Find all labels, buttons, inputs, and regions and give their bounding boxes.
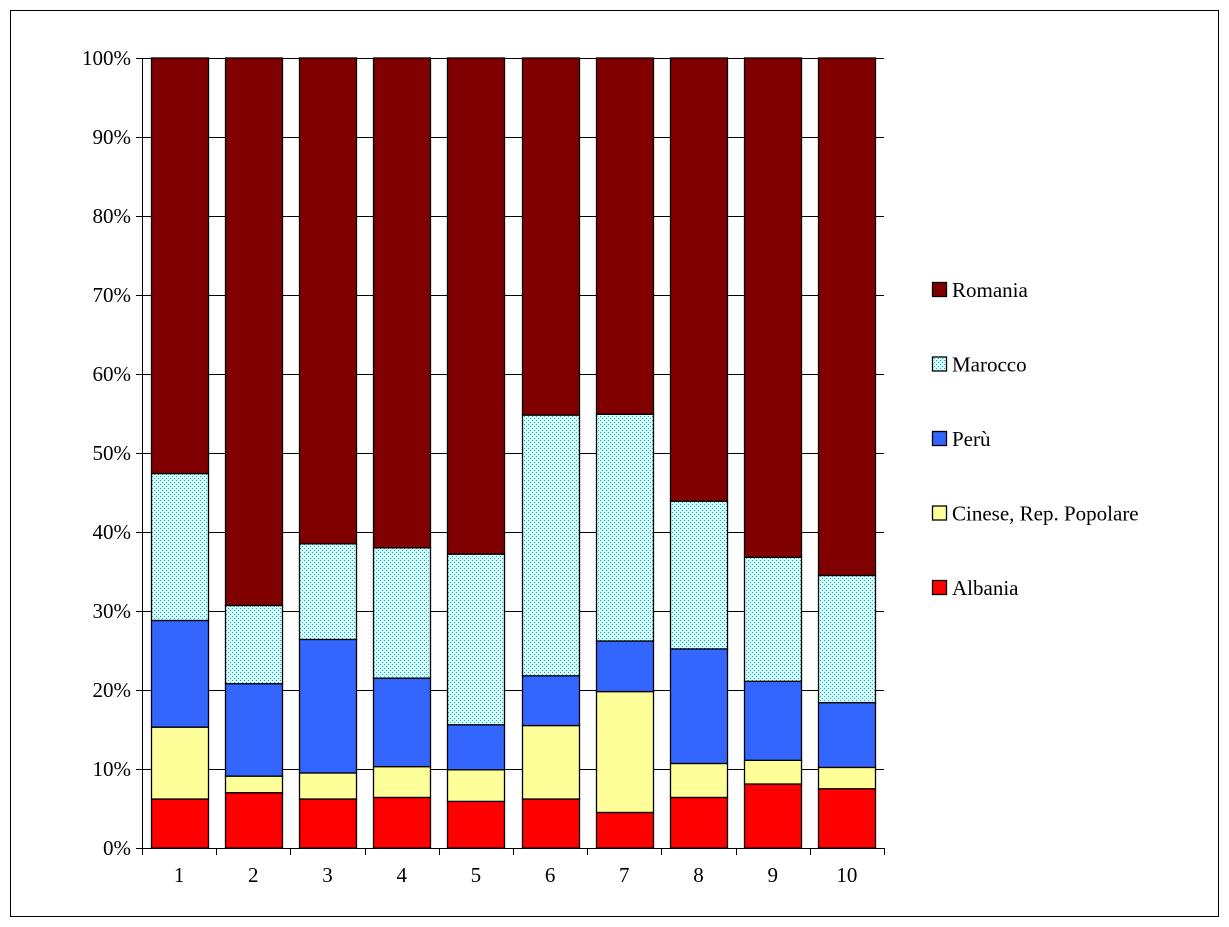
bar-segment-per--10	[817, 701, 877, 769]
bar-segment-albania-8	[669, 796, 729, 849]
bar-segment-cinese-rep-popolare-5	[446, 769, 506, 803]
y-tick-label: 40%	[93, 520, 132, 544]
legend: Romania Marocco Perù Cinese, Rep. Popolare A…	[931, 278, 1139, 600]
bar-segment-cinese-rep-popolare-4	[372, 765, 432, 799]
bar-segment-per--1	[150, 619, 210, 728]
legend-swatch	[931, 356, 948, 372]
bar-segment-cinese-rep-popolare-6	[521, 724, 581, 800]
bar-segment-marocco-5	[446, 553, 506, 726]
y-tick-label: 100%	[82, 46, 131, 70]
y-tick-label: 80%	[93, 204, 132, 228]
bar-segment-romania-3	[298, 57, 358, 545]
bar-segment-albania-10	[817, 788, 877, 849]
x-tick-label: 9	[767, 863, 778, 887]
bar-segment-romania-4	[372, 57, 432, 549]
bar-segment-per--3	[298, 638, 358, 774]
bar-segment-marocco-10	[817, 574, 877, 704]
bar-segment-per--4	[372, 677, 432, 768]
bar-segment-romania-8	[669, 57, 729, 502]
bar-segment-per--6	[521, 675, 581, 727]
x-tick-label: 6	[545, 863, 556, 887]
bar-segment-cinese-rep-popolare-3	[298, 772, 358, 800]
x-tick-label: 2	[248, 863, 259, 887]
bar-segment-per--5	[446, 724, 506, 771]
x-tick-label: 3	[322, 863, 333, 887]
bar-segment-romania-2	[224, 57, 284, 607]
legend-label: Albania	[952, 576, 1019, 600]
x-tick-label: 5	[471, 863, 482, 887]
x-tick-label: 10	[836, 863, 857, 887]
legend-label: Cinese, Rep. Popolare	[952, 502, 1139, 526]
bar-segment-cinese-rep-popolare-2	[224, 775, 284, 794]
bar-segment-albania-5	[446, 800, 506, 849]
bar-segment-cinese-rep-popolare-1	[150, 726, 210, 800]
bar-segment-romania-10	[817, 57, 877, 577]
legend-label: Perù	[952, 427, 991, 451]
y-tick-label: 60%	[93, 362, 132, 386]
y-tick-label: 70%	[93, 283, 132, 307]
legend-swatch	[931, 430, 948, 447]
bar-segment-cinese-rep-popolare-7	[595, 690, 655, 814]
bar-segment-marocco-1	[150, 472, 210, 622]
bar-segment-per--2	[224, 683, 284, 777]
legend-swatch	[931, 505, 948, 521]
legend-label: Marocco	[952, 353, 1027, 377]
bar-segment-albania-3	[298, 798, 358, 849]
x-tick-label: 4	[396, 863, 407, 887]
bar-segment-marocco-2	[224, 604, 284, 685]
legend-swatch	[931, 281, 948, 298]
bar-segment-cinese-rep-popolare-10	[817, 766, 877, 790]
bar-segment-albania-1	[150, 798, 210, 849]
bar-segment-albania-7	[595, 811, 655, 849]
legend-label: Romania	[952, 278, 1028, 302]
x-tick-label: 1	[174, 863, 185, 887]
y-tick-label: 20%	[93, 678, 132, 702]
bar-segment-marocco-6	[521, 414, 581, 677]
x-tick-label: 8	[693, 863, 704, 887]
bar-segment-cinese-rep-popolare-8	[669, 762, 729, 799]
x-tick-label: 7	[619, 863, 630, 887]
bar-segment-cinese-rep-popolare-9	[743, 759, 803, 785]
bar-segment-per--8	[669, 648, 729, 765]
bar-segment-romania-9	[743, 57, 803, 558]
bars	[150, 57, 877, 849]
bar-segment-albania-9	[743, 783, 803, 849]
bar-segment-marocco-7	[595, 413, 655, 642]
bar-segment-marocco-9	[743, 556, 803, 682]
legend-swatch	[931, 579, 948, 596]
y-tick-label: 50%	[93, 441, 132, 465]
y-tick-label: 30%	[93, 599, 132, 623]
bar-segment-per--9	[743, 680, 803, 761]
bar-segment-per--7	[595, 640, 655, 693]
y-tick-label: 10%	[93, 757, 132, 781]
y-tick-label: 0%	[103, 836, 131, 860]
bar-segment-romania-7	[595, 57, 655, 415]
bar-segment-albania-2	[224, 792, 284, 849]
y-tick-label: 90%	[93, 125, 132, 149]
bar-segment-romania-1	[150, 57, 210, 475]
bar-segment-marocco-4	[372, 547, 432, 679]
x-tick-labels: 1 2 3 4 5 6 7 8 9 10	[174, 863, 858, 887]
bar-segment-romania-5	[446, 57, 506, 555]
bar-segment-albania-4	[372, 796, 432, 849]
bar-segment-marocco-8	[669, 500, 729, 650]
bar-segment-albania-6	[521, 798, 581, 849]
bar-segment-romania-6	[521, 57, 581, 416]
y-tick-labels: 0% 10% 20% 30% 40% 50% 60% 70% 80% 90% 100%	[82, 46, 131, 860]
axes	[136, 58, 885, 855]
bar-segment-marocco-3	[298, 543, 358, 641]
